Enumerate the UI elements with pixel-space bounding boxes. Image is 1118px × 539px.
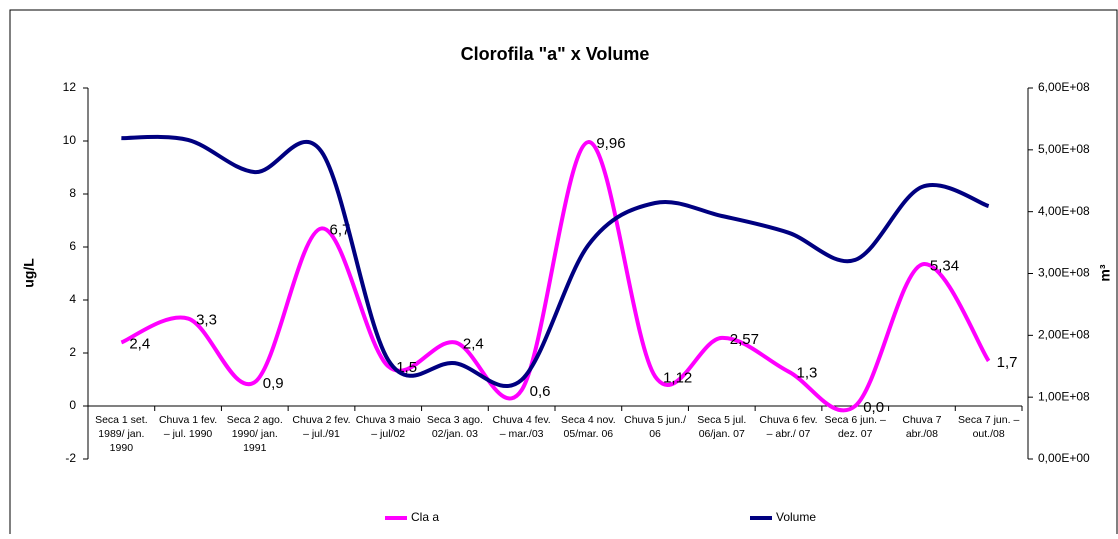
x-tick-label: Seca 1 set. 1989/ jan. 1990: [95, 414, 148, 454]
y-tick-label: 12: [63, 80, 77, 94]
x-tick-label-box: Chuva 5 jun./ 06: [624, 414, 686, 440]
x-tick-label-box: Seca 5 jul. 06/jan. 07: [697, 414, 747, 440]
x-tick-label-box: Chuva 3 maio – jul/02: [355, 414, 421, 440]
x-tick-label-box: Chuva 2 fev. – jul./91: [292, 414, 351, 440]
data-label: 0,9: [263, 375, 284, 392]
y2-tick-label: 1,00E+08: [1038, 389, 1090, 403]
chart-frame: [9, 9, 1118, 539]
data-label: 5,34: [930, 257, 959, 274]
y-axis-label: ug/L: [21, 258, 37, 288]
y-tick-label: -2: [65, 451, 76, 465]
y-tick-label: 2: [69, 345, 76, 359]
x-tick-label: Chuva 7 abr./08: [902, 414, 942, 440]
y-tick-label: 8: [69, 186, 76, 200]
series-line: [121, 134, 990, 388]
y-tick-label: 10: [63, 133, 77, 147]
y2-tick-label: 6,00E+08: [1038, 80, 1090, 94]
y2-tick-label: 3,00E+08: [1038, 266, 1090, 280]
data-label: 3,3: [196, 312, 217, 329]
data-label: 2,57: [730, 331, 759, 348]
x-tick-label: Seca 3 ago. 02/jan. 03: [426, 414, 483, 440]
legend-label: Volume: [776, 510, 816, 524]
x-tick-label-box: Chuva 7 abr./08: [902, 414, 942, 440]
x-tick-label: Seca 4 nov. 05/mar. 06: [561, 414, 616, 440]
x-tick-label: Chuva 3 maio – jul/02: [355, 414, 421, 440]
x-tick-label: Seca 2 ago. 1990/ jan. 1991: [226, 414, 283, 454]
series-line: [120, 140, 991, 413]
y2-tick-label: 5,00E+08: [1038, 142, 1090, 156]
x-tick-label-box: Seca 3 ago. 02/jan. 03: [426, 414, 483, 440]
x-tick-label-box: Seca 7 jun. – out./08: [957, 414, 1020, 440]
data-label: 1,7: [997, 354, 1018, 371]
x-tick-label: Chuva 4 fev. – mar./03: [492, 414, 551, 440]
data-label: 1,12: [663, 369, 692, 386]
x-tick-label-box: Chuva 1 fev. – jul. 1990: [158, 414, 218, 440]
y2-tick-label: 2,00E+08: [1038, 328, 1090, 342]
y2-tick-label: 4,00E+08: [1038, 204, 1090, 218]
y-tick-label: 4: [69, 292, 76, 306]
y-tick-label: 6: [69, 239, 76, 253]
x-tick-label: Chuva 5 jun./ 06: [624, 414, 686, 440]
y-tick-label: 0: [69, 398, 76, 412]
data-label: 1,3: [797, 365, 818, 382]
x-tick-label: Chuva 1 fev. – jul. 1990: [158, 414, 218, 440]
x-tick-label-box: Seca 1 set. 1989/ jan. 1990: [95, 414, 148, 454]
chart-title: Clorofila "a" x Volume: [461, 44, 650, 64]
x-tick-label: Chuva 6 fev. – abr./ 07: [759, 414, 818, 440]
x-tick-label-box: Chuva 4 fev. – mar./03: [492, 414, 551, 440]
x-tick-label: Seca 5 jul. 06/jan. 07: [697, 414, 747, 440]
data-label: 0,0: [863, 399, 884, 416]
x-tick-label-box: Chuva 6 fev. – abr./ 07: [759, 414, 818, 440]
x-tick-label: Seca 6 jun. – dez. 07: [824, 414, 886, 440]
x-tick-label-box: Seca 6 jun. – dez. 07: [824, 414, 886, 440]
data-label: 2,4: [463, 335, 484, 352]
data-label: 6,7: [330, 221, 351, 238]
x-tick-label: Seca 7 jun. – out./08: [957, 414, 1020, 440]
x-tick-label: Chuva 2 fev. – jul./91: [292, 414, 351, 440]
data-label: 2,4: [129, 335, 150, 352]
legend-label: Cla a: [411, 510, 439, 524]
y2-axis-label: m³: [1097, 264, 1113, 281]
y2-tick-label: 0,00E+00: [1038, 451, 1090, 465]
data-label: 0,6: [530, 383, 551, 400]
x-tick-label-box: Seca 2 ago. 1990/ jan. 1991: [226, 414, 283, 454]
x-tick-label-box: Seca 4 nov. 05/mar. 06: [561, 414, 616, 440]
data-label: 9,96: [596, 135, 625, 152]
